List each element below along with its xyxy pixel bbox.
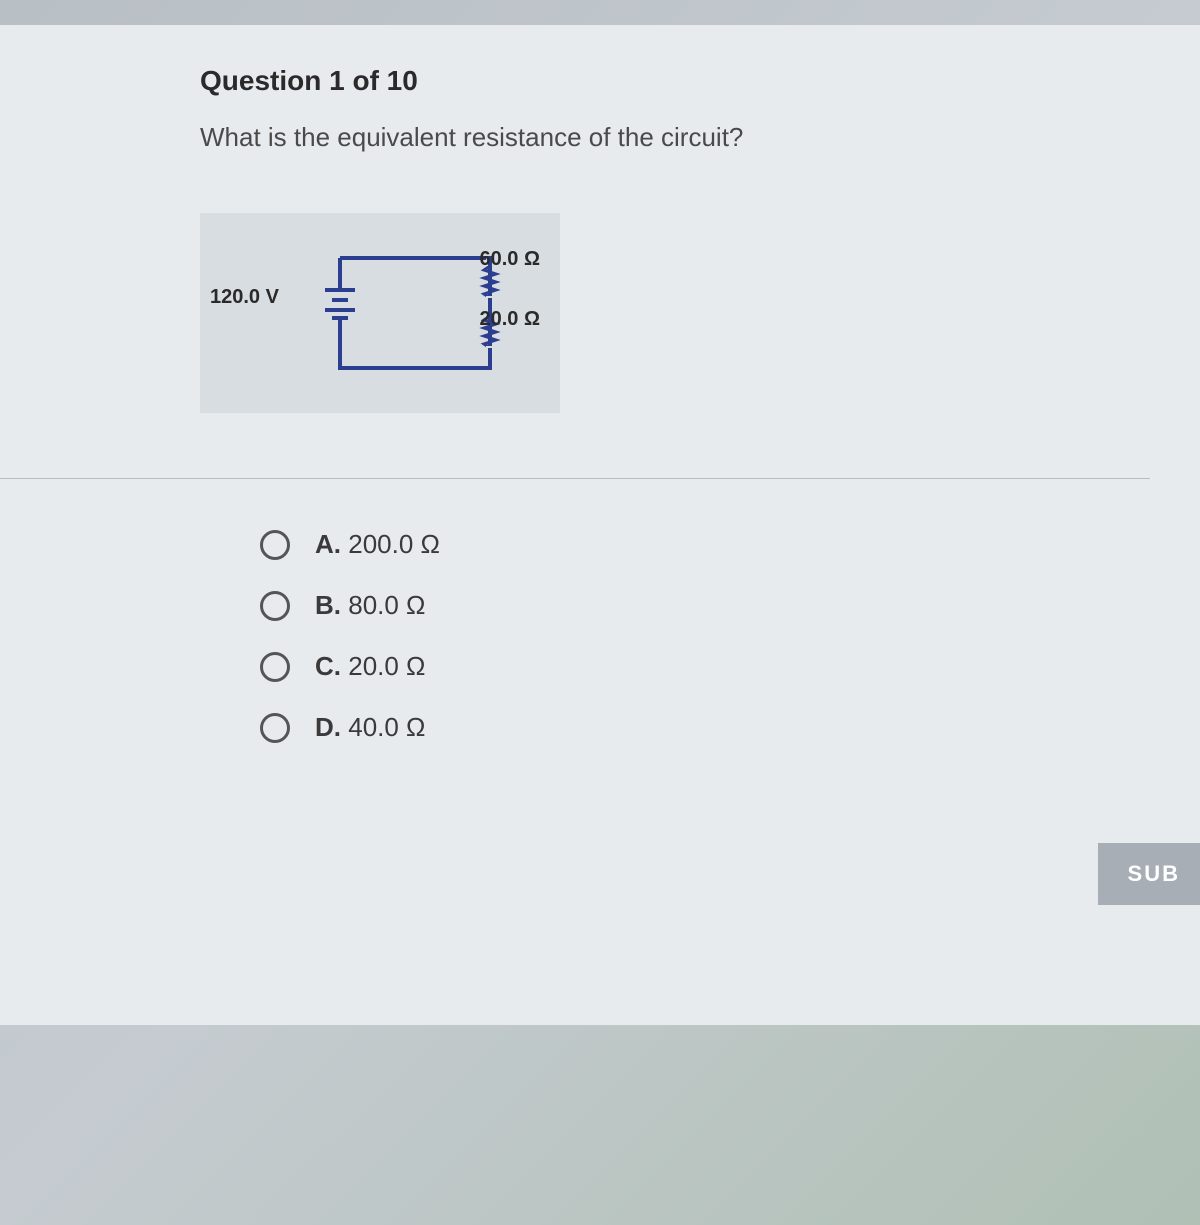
question-number: Question 1 of 10 xyxy=(200,65,1150,97)
submit-button[interactable]: SUB xyxy=(1098,843,1200,905)
section-divider xyxy=(0,478,1150,479)
option-c[interactable]: C. 20.0 Ω xyxy=(260,651,1150,682)
option-a[interactable]: A. 200.0 Ω xyxy=(260,529,1150,560)
question-panel: Question 1 of 10 What is the equivalent … xyxy=(0,25,1200,1025)
question-prompt: What is the equivalent resistance of the… xyxy=(200,122,1150,153)
option-b-text: B. 80.0 Ω xyxy=(315,590,426,621)
option-a-text: A. 200.0 Ω xyxy=(315,529,440,560)
resistor-2-label: 20.0 Ω xyxy=(479,308,540,331)
option-b[interactable]: B. 80.0 Ω xyxy=(260,590,1150,621)
circuit-diagram: 120.0 V 60.0 Ω 20.0 Ω xyxy=(200,213,560,413)
voltage-label: 120.0 V xyxy=(210,286,279,309)
radio-b[interactable] xyxy=(260,591,290,621)
radio-a[interactable] xyxy=(260,530,290,560)
answer-options: A. 200.0 Ω B. 80.0 Ω C. 20.0 Ω D. 40.0 Ω xyxy=(200,529,1150,743)
option-d[interactable]: D. 40.0 Ω xyxy=(260,712,1150,743)
option-c-text: C. 20.0 Ω xyxy=(315,651,426,682)
radio-c[interactable] xyxy=(260,652,290,682)
resistor-1-label: 60.0 Ω xyxy=(479,248,540,271)
radio-d[interactable] xyxy=(260,713,290,743)
option-d-text: D. 40.0 Ω xyxy=(315,712,426,743)
